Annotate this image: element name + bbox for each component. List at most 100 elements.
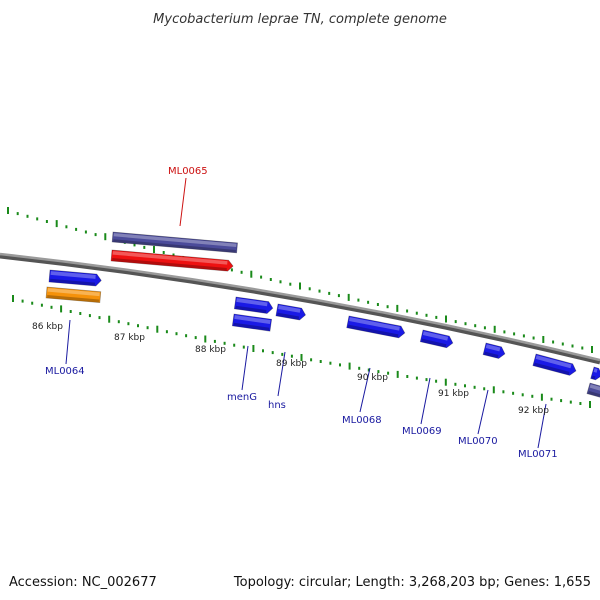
outer-tick <box>230 268 233 272</box>
inner-tick <box>521 393 524 397</box>
inner-tick <box>281 352 284 356</box>
inner-tick <box>262 349 264 353</box>
inner-tick <box>271 351 274 355</box>
inner-tick <box>108 315 111 323</box>
inner-tick <box>396 370 399 378</box>
inner-tick <box>137 324 139 328</box>
outer-tick <box>493 325 496 333</box>
gene-block-ML0064[interactable] <box>48 269 102 287</box>
outer-tick <box>143 245 146 249</box>
outer-tick <box>435 315 438 319</box>
gene-block-hns[interactable] <box>275 303 307 321</box>
gene-block-ML0071[interactable] <box>532 353 578 377</box>
inner-tick <box>12 295 14 302</box>
gene-labels: ML0064 ML0065 menG hns ML0068 ML0069 ML0070 ML0… <box>45 166 558 460</box>
outer-tick <box>406 309 409 313</box>
outer-tick <box>250 270 253 278</box>
outer-tick <box>581 346 584 350</box>
inner-tick <box>473 385 476 389</box>
inner-tick <box>165 330 168 334</box>
inner-tick <box>69 310 72 313</box>
inner-tick <box>483 387 486 391</box>
outer-tick <box>347 293 350 301</box>
gene-block-edge-purple[interactable] <box>586 382 600 398</box>
leader-line-hns <box>277 351 286 397</box>
gene-label-ML0064[interactable]: ML0064 <box>45 366 85 377</box>
outer-tick <box>591 346 593 353</box>
gene-label-ML0065[interactable]: ML0065 <box>168 166 208 177</box>
outer-tick <box>542 336 545 343</box>
outer-tick <box>464 322 467 326</box>
outer-tick-track <box>7 207 593 353</box>
outer-tick <box>299 282 301 290</box>
gene-block-ML0069[interactable] <box>419 329 454 349</box>
leader-line-ML0069 <box>420 377 431 425</box>
outer-tick <box>240 270 243 274</box>
outer-tick <box>162 251 165 254</box>
outer-tick <box>396 304 399 312</box>
scale-label: 87 kbp <box>114 333 145 343</box>
inner-tick <box>31 301 34 305</box>
inner-tick <box>454 382 457 386</box>
genome-backbone-shadow <box>0 253 600 365</box>
genome-summary-text: Topology: circular; Length: 3,268,203 bp… <box>233 575 591 590</box>
gene-block-purple-top[interactable] <box>111 231 238 254</box>
inner-tick <box>377 370 380 374</box>
inner-tick <box>50 305 53 309</box>
genome-backbone <box>0 252 600 362</box>
gene-block-edge-blue[interactable] <box>590 366 600 381</box>
inner-tick <box>492 386 495 394</box>
inner-tick <box>88 314 91 318</box>
inner-tick <box>204 335 207 343</box>
outer-tick <box>367 300 370 304</box>
outer-tick <box>328 291 331 295</box>
outer-tick <box>133 243 136 247</box>
outer-tick <box>483 326 486 330</box>
inner-tick-track <box>12 295 591 408</box>
outer-tick <box>289 282 292 286</box>
inner-tick <box>579 402 582 405</box>
gene-block-ML0070[interactable] <box>482 342 506 360</box>
inner-tick <box>339 363 341 367</box>
outer-tick <box>386 305 389 309</box>
inner-tick <box>79 312 82 315</box>
gene-label-ML0070[interactable]: ML0070 <box>458 436 498 447</box>
leader-line-ML0064 <box>65 319 71 365</box>
inner-tick <box>512 391 515 395</box>
inner-tick <box>589 401 591 408</box>
inner-tick <box>387 371 390 375</box>
gene-label-ML0071[interactable]: ML0071 <box>518 449 558 460</box>
accession-text: Accession: NC_002677 <box>9 575 157 590</box>
outer-tick <box>104 233 107 241</box>
gene-block-menG[interactable] <box>231 313 273 332</box>
scale-labels: 86 kbp 87 kbp 88 kbp 89 kbp 90 kbp 91 kbp 92 k… <box>32 322 549 416</box>
outer-tick <box>571 344 574 348</box>
inner-tick <box>233 343 236 347</box>
scale-label: 92 kbp <box>518 406 549 416</box>
outer-tick <box>532 336 535 340</box>
gene-label-ML0069[interactable]: ML0069 <box>402 426 442 437</box>
inner-tick <box>98 316 101 320</box>
outer-tick <box>522 334 525 338</box>
gene-label-hns[interactable]: hns <box>268 400 286 411</box>
gene-block-ML0065[interactable] <box>110 249 234 272</box>
inner-tick <box>415 376 418 380</box>
inner-tick <box>406 375 409 378</box>
outer-tick <box>26 214 29 218</box>
inner-tick <box>223 341 226 345</box>
inner-tick <box>21 299 24 303</box>
gene-label-menG[interactable]: menG <box>227 392 257 403</box>
gene-block-orange[interactable] <box>45 286 102 304</box>
scale-label: 88 kbp <box>195 345 226 355</box>
gene-block-menG-upper[interactable] <box>233 296 274 314</box>
outer-tick <box>552 340 555 344</box>
outer-tick <box>84 230 87 234</box>
gene-block-ML0068[interactable] <box>346 315 406 339</box>
scale-label: 86 kbp <box>32 322 63 332</box>
gene-features <box>45 231 600 398</box>
outer-tick <box>269 278 272 281</box>
outer-tick <box>36 217 39 221</box>
outer-tick <box>425 313 428 317</box>
gene-label-ML0068[interactable]: ML0068 <box>342 415 382 426</box>
